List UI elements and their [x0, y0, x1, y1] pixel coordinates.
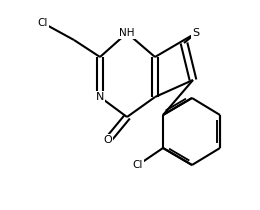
Text: S: S: [192, 28, 200, 38]
Text: NH: NH: [119, 28, 135, 38]
Text: N: N: [96, 92, 104, 102]
Text: O: O: [104, 135, 112, 145]
Text: Cl: Cl: [133, 160, 143, 170]
Text: Cl: Cl: [38, 18, 48, 28]
